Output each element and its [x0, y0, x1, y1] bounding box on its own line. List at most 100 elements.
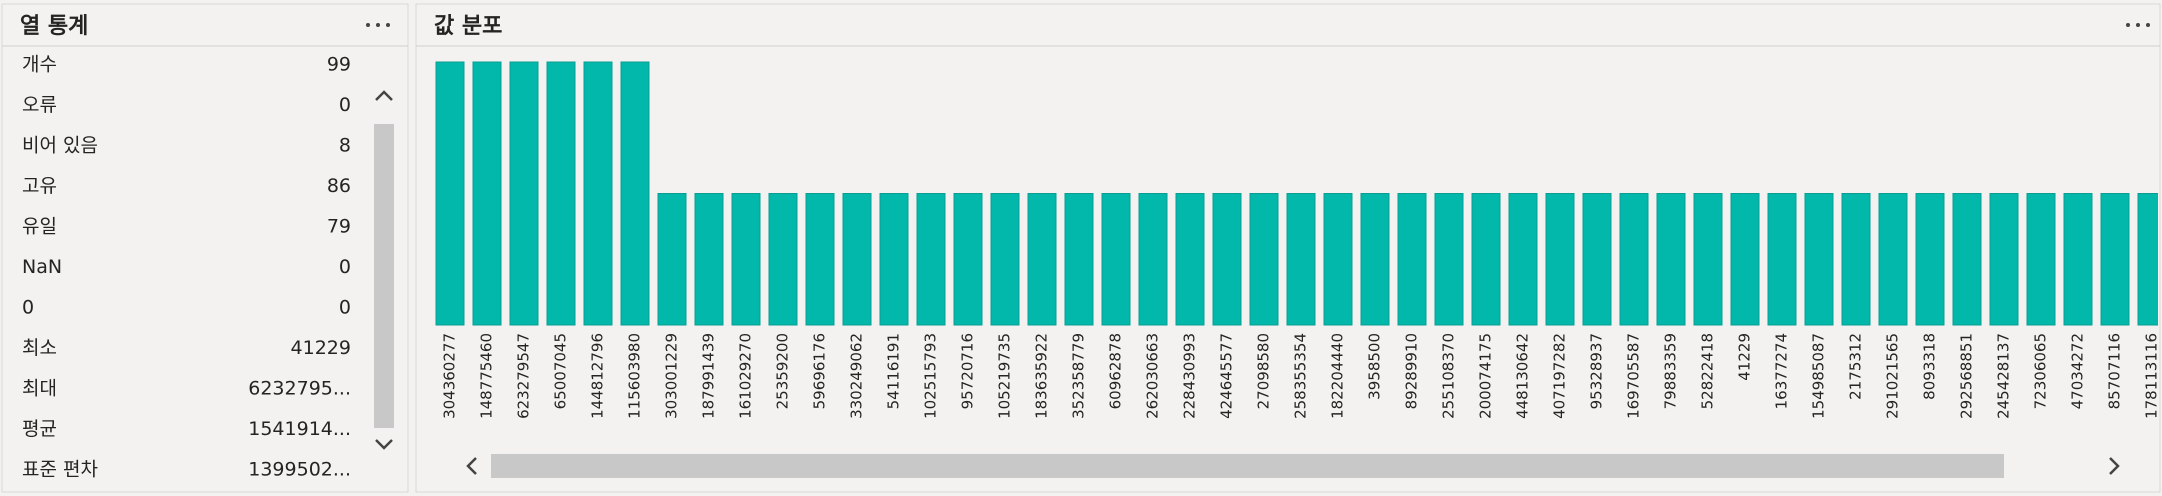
scroll-left[interactable] [466, 457, 477, 475]
bar [1323, 193, 1353, 326]
stat-label: 최소 [22, 337, 57, 359]
x-tick-label: 228430993 [1181, 333, 1199, 419]
x-tick-label: 292568851 [1958, 333, 1976, 419]
stat-label: 0 [22, 297, 34, 319]
bar [2100, 193, 2130, 326]
bar [1434, 193, 1464, 326]
x-tick-label: 255108370 [1440, 333, 1458, 419]
stat-label: 최대 [22, 378, 57, 400]
stat-label: 오류 [22, 94, 57, 116]
stat-label: 개수 [22, 54, 57, 76]
bar [472, 61, 502, 326]
more-button[interactable] [2126, 23, 2150, 27]
x-tick-label: 3958500 [1366, 333, 1384, 400]
x-tick-label: 178113116 [2143, 333, 2161, 419]
scroll-up[interactable] [375, 90, 393, 101]
x-tick-label: 407197282 [1551, 333, 1569, 419]
x-tick-label: 47034272 [2069, 333, 2087, 409]
x-tick-label: 115603980 [626, 333, 644, 419]
x-tick-label: 144812796 [589, 333, 607, 419]
bar [2026, 193, 2056, 326]
bar [1952, 193, 1982, 326]
x-tick-label: 89289910 [1403, 333, 1421, 409]
x-tick-label: 448130642 [1514, 333, 1532, 419]
stat-value: 8 [339, 135, 351, 157]
scrollbar-thumb[interactable] [374, 124, 394, 428]
x-tick-label: 187991439 [700, 333, 718, 419]
x-tick-label: 161029270 [737, 333, 755, 419]
stat-value: 79 [327, 216, 351, 238]
x-tick-label: 8093318 [1921, 333, 1939, 400]
stat-value: 0 [339, 256, 351, 278]
x-tick-label: 352358779 [1070, 333, 1088, 419]
x-tick-label: 291021565 [1884, 333, 1902, 419]
bar [546, 61, 576, 326]
x-tick-label: 59696176 [811, 333, 829, 409]
stat-label: NaN [22, 256, 62, 278]
bar [990, 193, 1020, 326]
x-tick-label: 258355354 [1292, 333, 1310, 419]
x-tick-label: 60962878 [1107, 333, 1125, 409]
bar [1656, 193, 1686, 326]
bar [1212, 193, 1242, 326]
x-tick-label: 148775460 [478, 333, 496, 419]
bar [2063, 193, 2093, 326]
x-tick-label: 85707116 [2106, 333, 2124, 409]
x-tick-label: 183635922 [1033, 333, 1051, 419]
bar [1693, 193, 1723, 326]
bar [1508, 193, 1538, 326]
chart-title: 값 분포 [434, 14, 502, 39]
x-tick-label: 424645577 [1218, 333, 1236, 419]
x-tick-label: 79883359 [1662, 333, 1680, 409]
stat-value: 0 [339, 94, 351, 116]
stats-panel [1, 3, 409, 493]
bar [1989, 193, 2019, 326]
bar [1841, 193, 1871, 326]
bar [731, 193, 761, 326]
stats-title: 열 통계 [20, 14, 88, 39]
x-tick-label: 169705587 [1625, 333, 1643, 419]
bar [1027, 193, 1057, 326]
x-tick-label: 95328937 [1588, 333, 1606, 409]
bar [1175, 193, 1205, 326]
stat-value: 41229 [291, 337, 351, 359]
bar [1545, 193, 1575, 326]
x-tick-label: 154985087 [1810, 333, 1828, 419]
bar [805, 193, 835, 326]
x-tick-label: 262030663 [1144, 333, 1162, 419]
x-tick-label: 16377274 [1773, 333, 1791, 409]
bar [842, 193, 872, 326]
scroll-right[interactable] [2109, 457, 2120, 475]
stat-value: 6232795... [248, 378, 351, 400]
bar [916, 193, 946, 326]
bar [768, 193, 798, 326]
x-tick-label: 182204440 [1329, 333, 1347, 419]
stat-label: 표준 편차 [22, 459, 98, 481]
x-tick-label: 330249062 [848, 333, 866, 419]
x-tick-label: 623279547 [515, 333, 533, 419]
bar [1397, 193, 1427, 326]
x-tick-label: 52822418 [1699, 333, 1717, 409]
bar [1360, 193, 1390, 326]
stat-label: 고유 [22, 175, 57, 197]
scroll-down[interactable] [375, 439, 393, 450]
bar [694, 193, 724, 326]
bar [583, 61, 613, 326]
h-scrollbar-thumb[interactable] [491, 454, 2004, 478]
bar [509, 61, 539, 326]
x-tick-label: 27098580 [1255, 333, 1273, 409]
x-tick-label: 303001229 [663, 333, 681, 419]
stat-value: 1399502... [248, 459, 351, 481]
bar [1878, 193, 1908, 326]
bar [1915, 193, 1945, 326]
x-tick-label: 95720716 [959, 333, 977, 409]
bar [1804, 193, 1834, 326]
x-tick-label: 41229 [1736, 333, 1754, 381]
plot: 304360277 148775460 623279547 65007045 14481… [435, 61, 2161, 419]
bar [1582, 193, 1612, 326]
x-tick-label: 25359200 [774, 333, 792, 409]
more-button[interactable] [366, 23, 390, 27]
x-tick-label: 200074175 [1477, 333, 1495, 419]
